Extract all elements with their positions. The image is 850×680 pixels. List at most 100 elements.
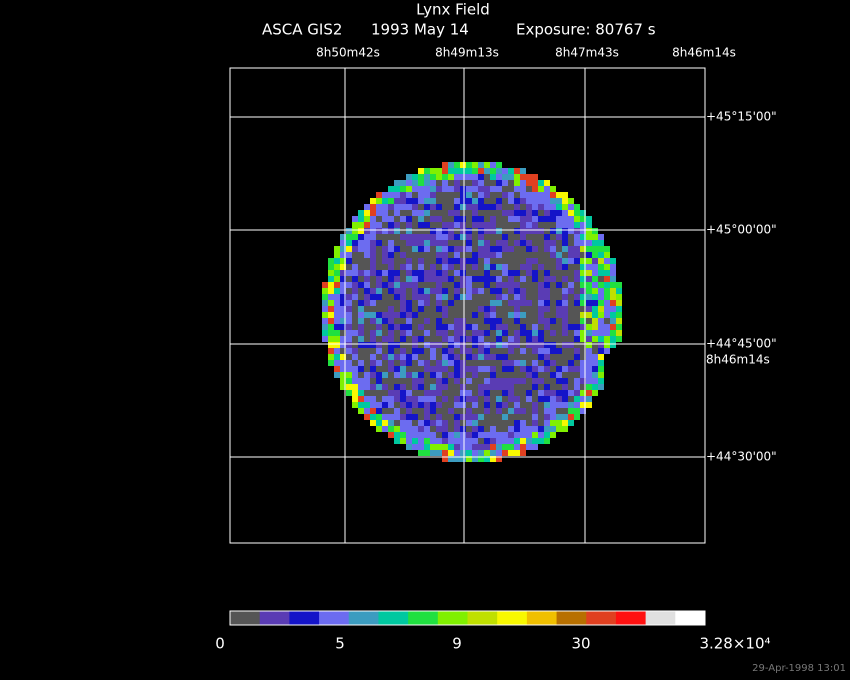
pixel xyxy=(328,342,334,348)
pixel xyxy=(340,282,346,288)
pixel xyxy=(442,402,448,408)
pixel xyxy=(454,384,460,390)
pixel xyxy=(556,384,562,390)
pixel xyxy=(412,444,418,450)
pixel xyxy=(394,414,400,420)
pixel xyxy=(364,264,370,270)
pixel xyxy=(430,294,436,300)
pixel xyxy=(550,396,556,402)
pixel xyxy=(496,420,502,426)
pixel xyxy=(466,234,472,240)
pixel xyxy=(448,192,454,198)
pixel xyxy=(436,294,442,300)
pixel xyxy=(556,402,562,408)
pixel xyxy=(412,366,418,372)
pixel xyxy=(346,342,352,348)
pixel xyxy=(430,342,436,348)
pixel xyxy=(370,330,376,336)
pixel xyxy=(526,180,532,186)
pixel xyxy=(520,168,526,174)
pixel xyxy=(340,318,346,324)
pixel xyxy=(448,438,454,444)
pixel xyxy=(544,222,550,228)
pixel xyxy=(514,180,520,186)
pixel xyxy=(508,414,514,420)
pixel xyxy=(412,204,418,210)
pixel xyxy=(478,174,484,180)
pixel xyxy=(556,354,562,360)
pixel xyxy=(448,408,454,414)
pixel xyxy=(514,312,520,318)
pixel xyxy=(574,366,580,372)
pixel xyxy=(418,270,424,276)
pixel xyxy=(586,390,592,396)
pixel xyxy=(466,270,472,276)
pixel xyxy=(520,246,526,252)
pixel xyxy=(442,204,448,210)
pixel xyxy=(520,420,526,426)
pixel xyxy=(526,312,532,318)
pixel xyxy=(412,384,418,390)
pixel xyxy=(466,186,472,192)
pixel xyxy=(364,378,370,384)
pixel xyxy=(502,258,508,264)
pixel xyxy=(556,366,562,372)
pixel xyxy=(436,192,442,198)
pixel xyxy=(592,372,598,378)
pixel xyxy=(490,228,496,234)
pixel xyxy=(448,288,454,294)
pixel xyxy=(442,288,448,294)
pixel xyxy=(502,312,508,318)
pixel xyxy=(460,240,466,246)
pixel xyxy=(430,426,436,432)
pixel xyxy=(562,210,568,216)
pixel xyxy=(568,348,574,354)
pixel xyxy=(586,240,592,246)
pixel xyxy=(514,264,520,270)
pixel xyxy=(448,432,454,438)
pixel xyxy=(550,360,556,366)
pixel xyxy=(376,294,382,300)
pixel xyxy=(508,270,514,276)
pixel xyxy=(352,246,358,252)
pixel xyxy=(472,168,478,174)
pixel xyxy=(346,252,352,258)
pixel xyxy=(400,282,406,288)
pixel xyxy=(604,258,610,264)
pixel xyxy=(430,228,436,234)
pixel xyxy=(442,282,448,288)
pixel xyxy=(580,330,586,336)
pixel xyxy=(478,354,484,360)
pixel xyxy=(478,228,484,234)
pixel xyxy=(610,318,616,324)
pixel xyxy=(454,234,460,240)
pixel xyxy=(466,450,472,456)
pixel xyxy=(346,384,352,390)
pixel xyxy=(448,240,454,246)
pixel xyxy=(418,282,424,288)
pixel xyxy=(322,300,328,306)
pixel xyxy=(340,258,346,264)
pixel xyxy=(526,198,532,204)
pixel xyxy=(436,228,442,234)
pixel xyxy=(580,306,586,312)
pixel xyxy=(574,246,580,252)
pixel xyxy=(388,234,394,240)
pixel xyxy=(514,240,520,246)
pixel xyxy=(484,252,490,258)
pixel xyxy=(604,252,610,258)
pixel xyxy=(364,306,370,312)
pixel xyxy=(544,180,550,186)
pixel xyxy=(508,342,514,348)
pixel xyxy=(508,204,514,210)
instrument: ASCA GIS2 xyxy=(262,21,342,39)
pixel xyxy=(424,390,430,396)
pixel xyxy=(466,198,472,204)
pixel xyxy=(514,330,520,336)
pixel xyxy=(394,240,400,246)
pixel xyxy=(520,378,526,384)
pixel xyxy=(472,234,478,240)
pixel xyxy=(526,402,532,408)
pixel xyxy=(526,216,532,222)
pixel xyxy=(424,432,430,438)
